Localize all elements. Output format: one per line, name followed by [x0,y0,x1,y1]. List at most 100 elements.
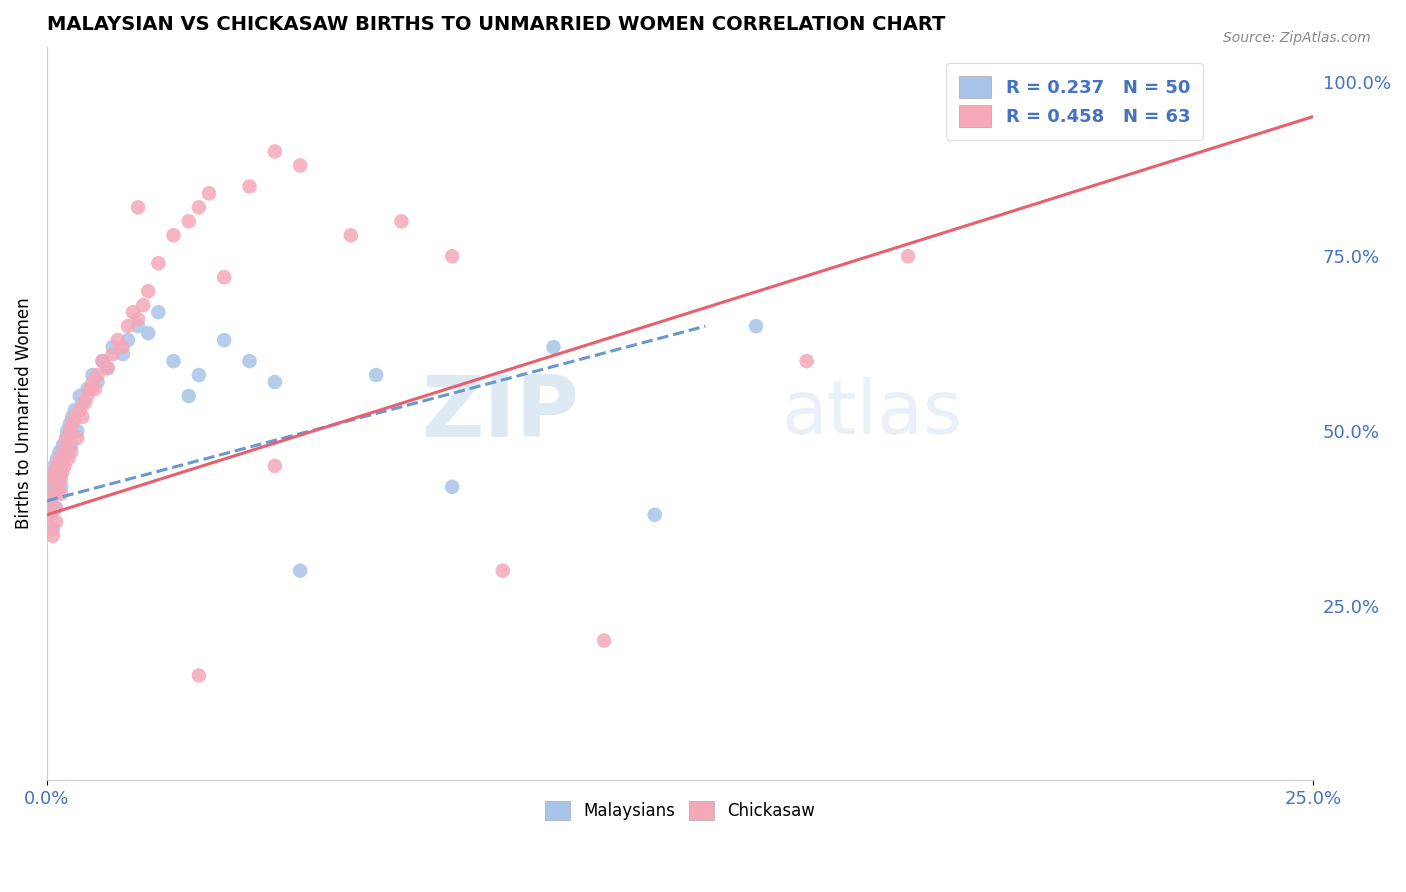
Point [49,480,72,494]
Point [76,389,98,403]
Point [162,354,184,368]
Point [41,480,63,494]
Point [46,480,69,494]
Point [593,633,616,648]
Point [212,270,235,285]
Point [238,179,260,194]
Point [51,466,73,480]
Point [162,228,184,243]
Point [340,228,363,243]
Point [101,340,124,354]
Point [117,319,139,334]
Point [56,431,79,445]
Point [127,319,149,334]
Point [263,458,285,473]
Point [45,515,67,529]
Text: Source: ZipAtlas.com: Source: ZipAtlas.com [1223,31,1371,45]
Text: ZIP: ZIP [420,372,579,455]
Point [492,564,515,578]
Legend: Malaysians, Chickasaw: Malaysians, Chickasaw [538,795,821,827]
Point [56,451,79,466]
Point [39,522,62,536]
Point [38,508,60,522]
Point [97,361,120,376]
Point [91,354,114,368]
Point [288,564,311,578]
Point [55,438,77,452]
Point [745,319,768,334]
Point [1049,110,1071,124]
Point [66,431,89,445]
Point [136,326,159,340]
Text: MALAYSIAN VS CHICKASAW BIRTHS TO UNMARRIED WOMEN CORRELATION CHART: MALAYSIAN VS CHICKASAW BIRTHS TO UNMARRI… [46,15,945,34]
Point [148,305,170,319]
Point [107,333,129,347]
Point [177,389,200,403]
Point [46,458,69,473]
Point [39,493,62,508]
Point [127,312,149,326]
Point [48,451,70,466]
Point [66,424,89,438]
Point [48,445,70,459]
Point [441,249,464,263]
Point [897,249,920,263]
Point [56,424,79,438]
Point [263,375,285,389]
Point [796,354,818,368]
Text: atlas: atlas [782,377,962,450]
Point [187,668,209,682]
Point [55,431,77,445]
Point [263,145,285,159]
Point [39,508,62,522]
Point [82,375,104,389]
Point [366,368,388,382]
Point [60,409,83,424]
Point [63,403,86,417]
Point [122,305,145,319]
Point [52,445,75,459]
Point [101,347,124,361]
Point [51,458,73,473]
Point [46,473,69,487]
Point [441,480,464,494]
Point [60,445,83,459]
Point [391,214,413,228]
Point [49,466,72,480]
Point [49,487,72,501]
Point [82,368,104,382]
Point [73,396,96,410]
Point [41,487,63,501]
Point [42,529,65,543]
Point [86,375,108,389]
Point [212,333,235,347]
Point [543,340,565,354]
Point [39,473,62,487]
Point [117,333,139,347]
Point [69,403,91,417]
Point [44,500,66,515]
Point [177,214,200,228]
Point [136,284,159,298]
Point [187,368,209,382]
Point [44,466,66,480]
Point [60,438,83,452]
Point [46,451,69,466]
Point [288,158,311,172]
Point [56,445,79,459]
Point [72,396,94,410]
Y-axis label: Births to Unmarried Women: Births to Unmarried Women [15,298,32,529]
Point [44,458,66,473]
Point [91,354,114,368]
Point [84,382,107,396]
Point [69,389,91,403]
Point [42,473,65,487]
Point [44,487,66,501]
Point [60,417,83,431]
Point [132,298,155,312]
Point [76,382,98,396]
Point [52,438,75,452]
Point [53,451,76,466]
Point [644,508,666,522]
Point [111,340,134,354]
